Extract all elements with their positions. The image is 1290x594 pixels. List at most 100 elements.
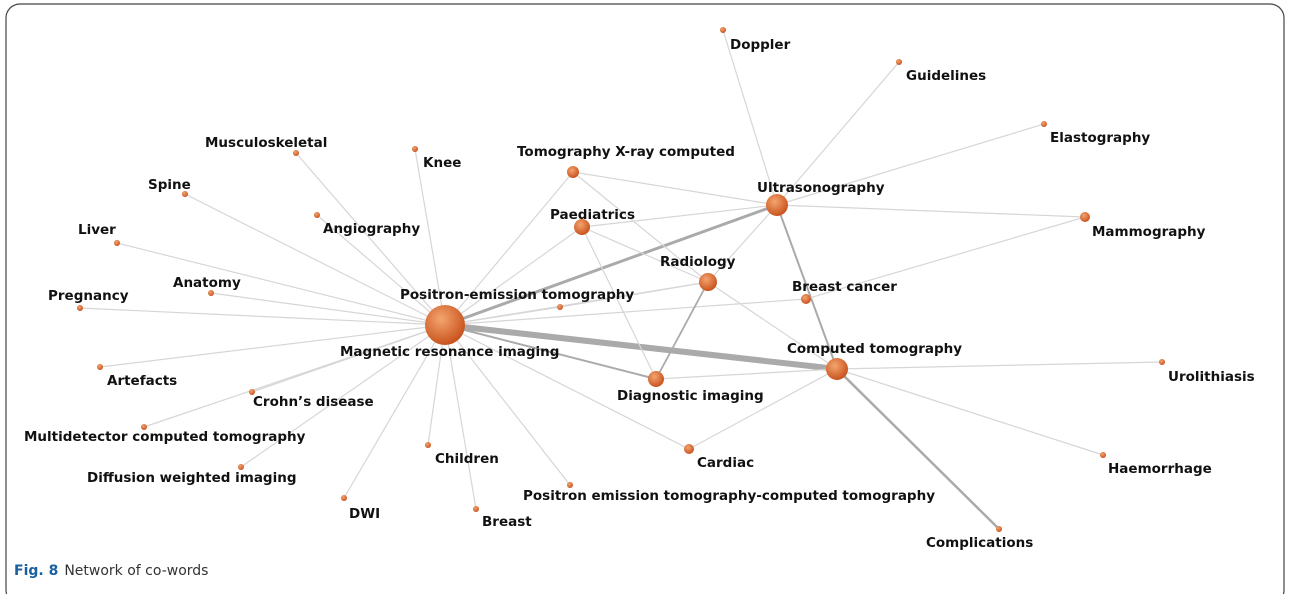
node [341,495,347,501]
edge [836,361,1163,370]
edge [79,307,446,326]
node-label: Positron-emission tomography [400,287,634,303]
edge [559,281,709,308]
nodes: Doppler Guidelines Elastography Musculoskel… [24,27,1255,551]
node [557,304,563,310]
node [720,27,726,33]
edge [444,171,574,326]
node-label: Ultrasonography [757,180,885,196]
edge [776,204,1086,218]
node [1080,212,1090,222]
edge [776,123,1045,206]
node-label: Complications [926,535,1033,551]
edge [444,324,657,380]
node-label: Artefacts [107,373,177,389]
edge [240,324,446,468]
frame [5,3,1285,594]
node-label: Anatomy [173,275,241,291]
edge [444,324,690,450]
node [1041,121,1047,127]
edge [444,226,583,326]
edge [707,281,838,370]
node-label: Spine [148,177,191,193]
node [182,191,188,197]
node [567,482,573,488]
node [97,364,103,370]
node [425,442,431,448]
edge [581,226,657,380]
node [801,294,811,304]
edge [316,214,446,326]
edge [776,61,900,206]
edge [99,324,446,368]
node-label: Diffusion weighted imaging [87,470,297,486]
node-label: Doppler [730,37,791,53]
node [208,290,214,296]
edge [581,226,709,283]
edge [444,298,807,326]
node-label: Tomography X-ray computed [517,144,735,160]
node-label: Paediatrics [550,207,635,223]
edge [776,204,838,370]
node-label: Mammography [1092,224,1206,240]
edge [427,324,446,446]
node [425,305,465,345]
node [412,146,418,152]
node-label: Radiology [660,254,736,270]
node [648,371,664,387]
node-label: Crohn’s disease [253,394,374,410]
caption-text: Network of co-words [64,563,208,579]
node-label: Knee [423,155,461,171]
edge [143,324,446,428]
node [141,424,147,430]
edge [722,29,778,206]
node-label: Elastography [1050,130,1150,146]
edge [836,368,1104,456]
edge [295,152,446,326]
edge [572,171,709,283]
node-label: Angiography [323,221,420,237]
node [473,506,479,512]
edge [572,171,778,206]
edge [688,368,838,450]
node-label: Positron emission tomography-computed to… [523,488,935,504]
edge [444,324,571,486]
node [1159,359,1165,365]
node-label: Musculoskeletal [205,135,327,151]
node [293,150,299,156]
node [766,194,788,216]
node [567,166,579,178]
node-label: Multidetector computed tomography [24,429,306,445]
node-label: Children [435,451,499,467]
node [114,240,120,246]
node [896,59,902,65]
edge [444,203,778,327]
node [684,444,694,454]
edge [707,204,778,283]
edge [414,148,446,326]
node-label: Guidelines [906,68,986,84]
node-label: Pregnancy [48,288,129,304]
node [314,212,320,218]
node-label: Breast cancer [792,279,897,295]
node [574,219,590,235]
node [826,358,848,380]
edge [116,242,446,326]
node-label: Haemorrhage [1108,461,1212,477]
caption-label: Fig. 8 [14,563,58,579]
node [249,389,255,395]
node-label: DWI [349,506,380,522]
node [77,305,83,311]
edge [343,324,446,499]
node-label: Magnetic resonance imaging [340,344,559,360]
node [996,526,1002,532]
node-label: Diagnostic imaging [617,388,764,404]
node-label: Liver [78,222,116,238]
edge [655,368,838,380]
node-label: Computed tomography [787,341,962,357]
edge [805,216,1086,300]
edge [836,368,1000,530]
node-label: Breast [482,514,532,530]
node-label: Urolithiasis [1168,369,1255,385]
